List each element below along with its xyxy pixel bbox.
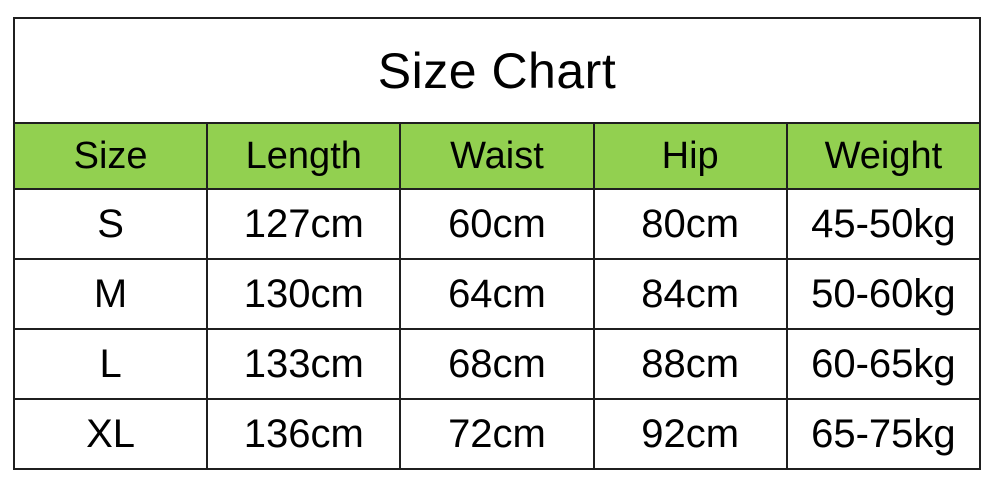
chart-title: Size Chart bbox=[13, 17, 981, 124]
cell-s-weight: 45-50kg bbox=[785, 188, 982, 260]
table-row-l: L 133cm 68cm 88cm 60-65kg bbox=[12, 328, 982, 400]
cell-xl-length: 136cm bbox=[206, 398, 402, 470]
title-row: Size Chart bbox=[13, 17, 981, 124]
cell-m-length: 130cm bbox=[206, 258, 402, 330]
cell-m-size: M bbox=[12, 258, 209, 330]
table-row-xl: XL 136cm 72cm 92cm 65-75kg bbox=[12, 398, 982, 470]
cell-l-hip: 88cm bbox=[592, 328, 788, 400]
cell-l-weight: 60-65kg bbox=[785, 328, 982, 400]
cell-m-waist: 64cm bbox=[399, 258, 595, 330]
cell-m-hip: 84cm bbox=[592, 258, 788, 330]
cell-l-waist: 68cm bbox=[399, 328, 595, 400]
header-cell-hip: Hip bbox=[592, 122, 788, 190]
header-row: Size Length Waist Hip Weight bbox=[12, 122, 982, 190]
cell-m-weight: 50-60kg bbox=[785, 258, 982, 330]
cell-xl-size: XL bbox=[12, 398, 209, 470]
header-cell-waist: Waist bbox=[399, 122, 595, 190]
header-cell-length: Length bbox=[206, 122, 402, 190]
cell-l-length: 133cm bbox=[206, 328, 402, 400]
size-chart-container: Size Chart Size Length Waist Hip Weight … bbox=[12, 17, 982, 470]
cell-xl-hip: 92cm bbox=[592, 398, 788, 470]
size-chart-table: Size Chart Size Length Waist Hip Weight … bbox=[12, 17, 982, 470]
cell-xl-weight: 65-75kg bbox=[785, 398, 982, 470]
table-row-m: M 130cm 64cm 84cm 50-60kg bbox=[12, 258, 982, 330]
cell-s-size: S bbox=[12, 188, 209, 260]
cell-s-waist: 60cm bbox=[399, 188, 595, 260]
header-cell-weight: Weight bbox=[785, 122, 982, 190]
table-row-s: S 127cm 60cm 80cm 45-50kg bbox=[12, 188, 982, 260]
cell-s-length: 127cm bbox=[206, 188, 402, 260]
header-cell-size: Size bbox=[12, 122, 209, 190]
cell-s-hip: 80cm bbox=[592, 188, 788, 260]
cell-l-size: L bbox=[12, 328, 209, 400]
cell-xl-waist: 72cm bbox=[399, 398, 595, 470]
